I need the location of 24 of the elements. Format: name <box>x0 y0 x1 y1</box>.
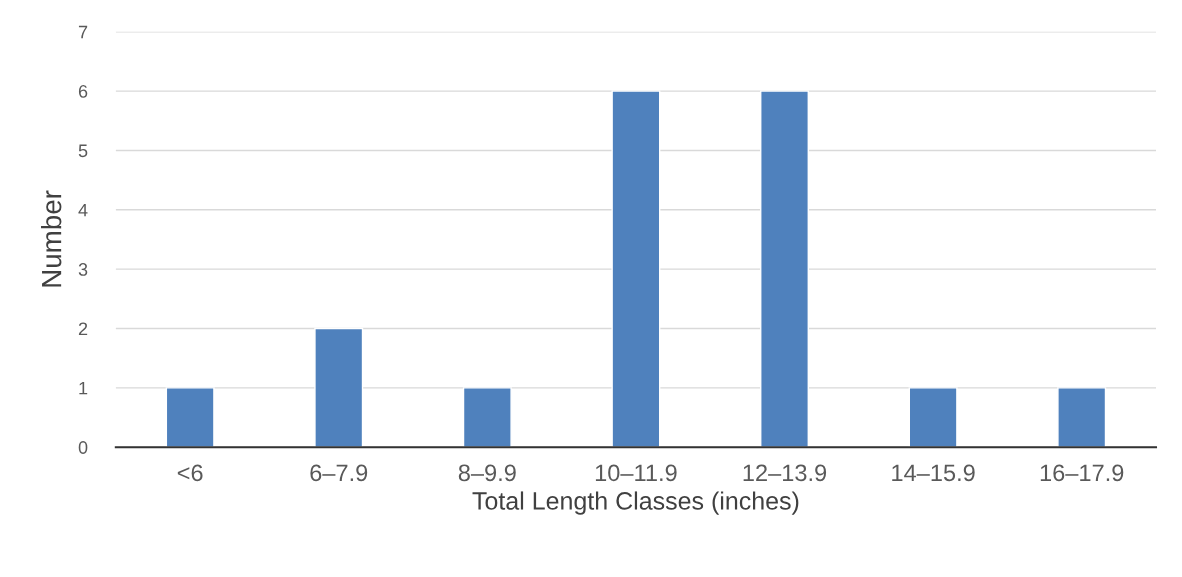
bar <box>314 327 364 448</box>
bar <box>462 387 512 448</box>
bar <box>611 90 661 448</box>
y-tick-label: 6 <box>78 85 88 98</box>
y-tick-label: 7 <box>78 25 88 39</box>
x-tick-label: 8–9.9 <box>458 464 516 482</box>
bar <box>760 90 809 448</box>
y-tick-label: 0 <box>78 441 88 454</box>
x-tick-label: 12–13.9 <box>743 464 827 482</box>
bar <box>1057 387 1107 448</box>
y-axis-title: Number <box>41 190 62 287</box>
x-tick-label: 6–7.9 <box>310 464 368 482</box>
y-tick-label: 5 <box>78 144 88 158</box>
y-tick-label: 1 <box>79 381 88 395</box>
y-tick-label: 4 <box>78 203 88 217</box>
x-tick-label: 10–11.9 <box>595 464 677 482</box>
y-tick-label: 2 <box>78 322 88 336</box>
x-axis-title: Total Length Classes (inches) <box>472 491 799 515</box>
bar <box>908 387 958 448</box>
y-tick-label: 3 <box>78 263 88 276</box>
x-tick-label: <6 <box>177 464 203 482</box>
x-tick-label: 14–15.9 <box>892 464 975 482</box>
x-tick-label: 16–17.9 <box>1040 464 1124 482</box>
bar <box>165 387 215 448</box>
